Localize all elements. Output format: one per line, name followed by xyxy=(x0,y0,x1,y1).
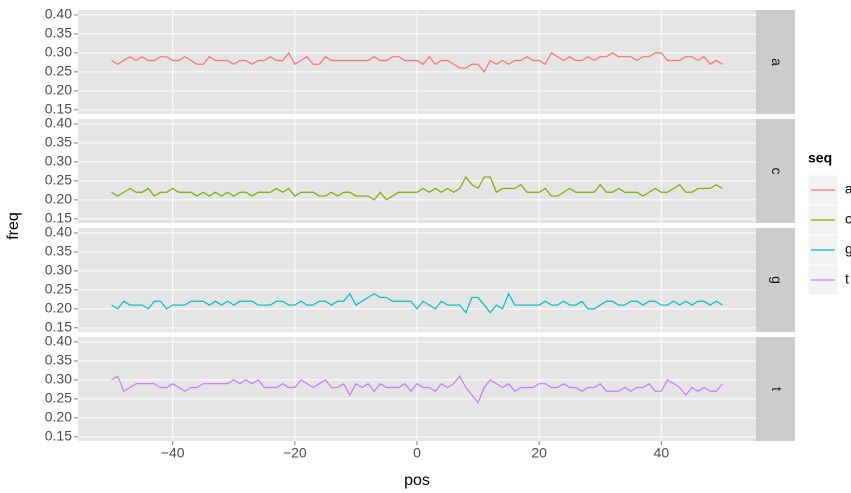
y-tick-label: 0.25 xyxy=(45,281,72,297)
legend-label: a xyxy=(845,181,851,197)
y-tick-label: 0.35 xyxy=(45,352,72,368)
line xyxy=(111,175,723,201)
y-tick-label: 0.30 xyxy=(45,371,72,387)
line xyxy=(111,375,723,404)
legend-title: seq xyxy=(808,150,832,166)
facet-strip xyxy=(756,337,795,441)
facet-strip xyxy=(756,10,795,114)
y-tick-label: 0.25 xyxy=(45,63,72,79)
facet-label: t xyxy=(769,387,785,391)
y-tick-label: 0.40 xyxy=(45,224,72,240)
y-tick-label: 0.30 xyxy=(45,44,72,60)
y-tick-label: 0.25 xyxy=(45,172,72,188)
facet-label: g xyxy=(769,276,785,284)
y-tick-label: 0.40 xyxy=(45,6,72,22)
x-tick-label: −20 xyxy=(283,445,307,461)
y-tick-label: 0.25 xyxy=(45,390,72,406)
x-tick-label: 0 xyxy=(413,445,421,461)
facet-label: a xyxy=(769,58,785,66)
y-tick-label: 0.35 xyxy=(45,134,72,150)
y-tick-label: 0.35 xyxy=(45,243,72,259)
legend-label: t xyxy=(845,271,849,287)
y-tick-label: 0.15 xyxy=(45,319,72,335)
y-axis-title: freq xyxy=(5,212,22,240)
y-tick-label: 0.15 xyxy=(45,101,72,117)
y-tick-label: 0.40 xyxy=(45,115,72,131)
y-tick-label: 0.30 xyxy=(45,262,72,278)
facet-strip xyxy=(756,228,795,332)
y-tick-label: 0.20 xyxy=(45,191,72,207)
y-tick-label: 0.15 xyxy=(45,210,72,226)
facet-strip xyxy=(756,119,795,223)
x-tick-label: 40 xyxy=(654,445,670,461)
line xyxy=(111,292,723,314)
facet-label: c xyxy=(769,168,785,175)
y-tick-label: 0.20 xyxy=(45,300,72,316)
x-tick-label: 20 xyxy=(531,445,547,461)
y-tick-label: 0.30 xyxy=(45,153,72,169)
line xyxy=(111,51,723,73)
y-tick-label: 0.15 xyxy=(45,428,72,444)
y-tick-label: 0.20 xyxy=(45,82,72,98)
legend-label: c xyxy=(845,211,851,227)
y-tick-label: 0.40 xyxy=(45,333,72,349)
legend-label: g xyxy=(845,241,851,257)
x-axis-title: pos xyxy=(404,472,430,489)
y-tick-label: 0.20 xyxy=(45,409,72,425)
x-tick-label: −40 xyxy=(161,445,185,461)
y-tick-label: 0.35 xyxy=(45,25,72,41)
